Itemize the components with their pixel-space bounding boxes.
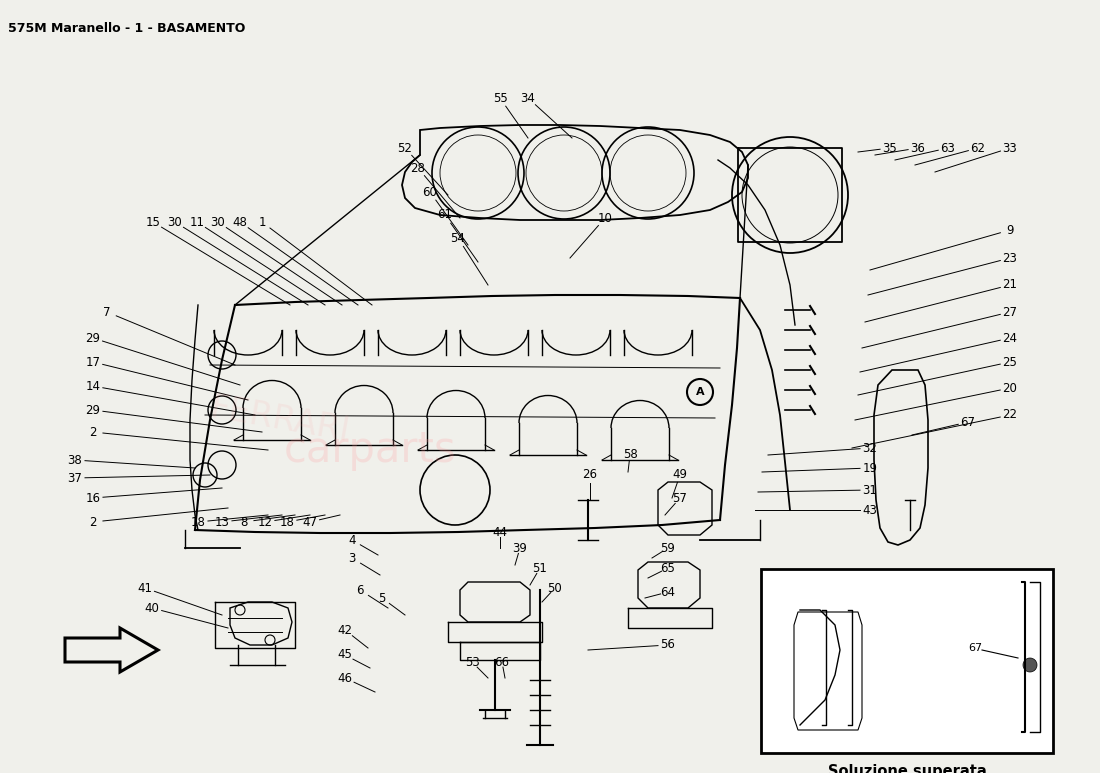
Text: 37: 37	[67, 472, 82, 485]
Text: 21: 21	[1002, 278, 1018, 291]
Text: 11: 11	[189, 216, 205, 229]
Text: 46: 46	[338, 672, 352, 685]
Text: 38: 38	[67, 454, 82, 466]
Text: 1: 1	[258, 216, 266, 229]
Text: 6: 6	[356, 584, 364, 597]
Text: 59: 59	[661, 542, 675, 554]
Text: 63: 63	[940, 141, 956, 155]
Text: 52: 52	[397, 141, 412, 155]
Text: 25: 25	[1002, 356, 1018, 369]
Text: 3: 3	[349, 551, 355, 564]
Text: 40: 40	[144, 601, 159, 615]
Text: 7: 7	[103, 305, 111, 318]
Text: 39: 39	[513, 542, 527, 554]
Text: carparts: carparts	[284, 429, 456, 471]
Text: 8: 8	[240, 516, 248, 529]
Text: 58: 58	[623, 448, 637, 461]
Text: 575M Maranello - 1 - BASAMENTO: 575M Maranello - 1 - BASAMENTO	[8, 22, 245, 35]
Text: 56: 56	[661, 638, 675, 652]
Text: 33: 33	[1002, 141, 1018, 155]
Text: 32: 32	[862, 441, 878, 455]
Text: 23: 23	[1002, 251, 1018, 264]
Text: 19: 19	[862, 461, 878, 475]
Text: 18: 18	[279, 516, 295, 529]
Text: 17: 17	[86, 356, 100, 369]
Text: 43: 43	[862, 503, 878, 516]
Text: 29: 29	[86, 404, 100, 417]
Text: 2: 2	[89, 425, 97, 438]
Text: 9: 9	[1006, 223, 1014, 237]
Text: 64: 64	[660, 585, 675, 598]
Text: 44: 44	[493, 526, 507, 539]
Text: 62: 62	[970, 141, 986, 155]
Text: 61: 61	[438, 209, 452, 222]
Text: 47: 47	[302, 516, 318, 529]
Text: 16: 16	[86, 492, 100, 505]
Text: 27: 27	[1002, 305, 1018, 318]
Text: 12: 12	[257, 516, 273, 529]
Text: 57: 57	[672, 492, 688, 505]
Text: 53: 53	[464, 656, 480, 669]
Text: 35: 35	[882, 141, 898, 155]
Text: Soluzione superata: Soluzione superata	[827, 764, 987, 773]
Text: 49: 49	[672, 468, 688, 482]
Text: 42: 42	[338, 624, 352, 636]
Text: 22: 22	[1002, 408, 1018, 421]
Text: 45: 45	[338, 649, 352, 662]
Text: 60: 60	[422, 186, 438, 199]
Text: 26: 26	[583, 468, 597, 482]
Text: 31: 31	[862, 483, 878, 496]
Text: 30: 30	[210, 216, 225, 229]
Text: 15: 15	[145, 216, 161, 229]
Text: 67: 67	[968, 643, 982, 653]
Text: 4: 4	[349, 533, 355, 547]
Text: A: A	[695, 387, 704, 397]
Text: 30: 30	[167, 216, 183, 229]
Text: 54: 54	[451, 231, 465, 244]
Text: 55: 55	[493, 91, 507, 104]
Text: 20: 20	[1002, 382, 1018, 394]
Circle shape	[1023, 658, 1037, 672]
Text: 48: 48	[232, 216, 248, 229]
Text: 36: 36	[911, 141, 925, 155]
Text: 13: 13	[214, 516, 230, 529]
Text: 67: 67	[960, 416, 976, 428]
Text: 51: 51	[532, 561, 548, 574]
Text: 5: 5	[378, 591, 386, 604]
Text: FERRARI: FERRARI	[208, 391, 352, 448]
Text: 2: 2	[89, 516, 97, 529]
Text: 29: 29	[86, 332, 100, 345]
Text: 24: 24	[1002, 332, 1018, 345]
Text: 65: 65	[661, 561, 675, 574]
Text: 10: 10	[597, 212, 613, 224]
Text: 34: 34	[520, 91, 536, 104]
Text: 50: 50	[548, 581, 562, 594]
Text: 41: 41	[138, 581, 153, 594]
Text: 18: 18	[190, 516, 206, 529]
FancyBboxPatch shape	[761, 569, 1053, 753]
Text: 66: 66	[495, 656, 509, 669]
Text: 28: 28	[410, 162, 426, 175]
Text: 14: 14	[86, 380, 100, 393]
